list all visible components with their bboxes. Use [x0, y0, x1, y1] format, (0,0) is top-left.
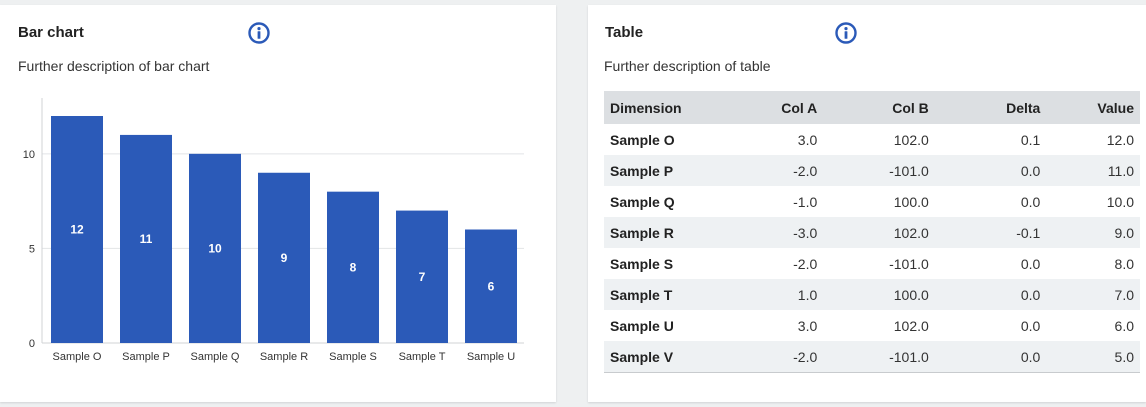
column-header-value[interactable]: Value: [1046, 91, 1140, 124]
bar[interactable]: [465, 229, 517, 344]
cell-col-a: -2.0: [733, 341, 824, 373]
cell-col-a: 1.0: [733, 279, 824, 310]
bar[interactable]: [327, 191, 379, 343]
bar-chart-description: Further description of bar chart: [18, 58, 210, 74]
cell-delta: 0.0: [1020, 193, 1041, 210]
cell-value: 6.0: [1114, 317, 1134, 334]
cell-col-b: 100.0: [823, 279, 935, 310]
cell-value: 8.0: [1114, 255, 1134, 272]
cell-col-a: -1.0: [793, 193, 818, 210]
bar[interactable]: [120, 134, 172, 343]
cell-col-b: 100.0: [893, 193, 929, 210]
table-row: Sample V -2.0 -101.0 0.0 5.0: [604, 341, 1140, 373]
cell-dimension: Sample Q: [610, 193, 675, 210]
cell-col-b: -101.0: [823, 341, 935, 373]
table-row: Sample S -2.0 -101.0 0.0 8.0: [604, 248, 1140, 279]
x-tick-label: Sample U: [467, 351, 515, 363]
cell-col-b: -101.0: [889, 255, 929, 272]
cell-delta: 0.0: [934, 279, 1047, 310]
x-tick-label: Sample Q: [191, 351, 240, 363]
table-title: Table: [605, 24, 644, 41]
table-card: Table Further description of table Dimen…: [588, 5, 1146, 402]
cell-delta: 0.0: [934, 155, 1047, 186]
bar[interactable]: [51, 116, 103, 343]
bar-data-label: 8: [350, 260, 357, 274]
cell-dimension: Sample T: [604, 279, 734, 310]
cell-dimension: Sample P: [604, 155, 734, 186]
column-header-delta[interactable]: Delta: [934, 91, 1047, 124]
x-tick-label: Sample O: [53, 351, 102, 363]
bar-chart-title: Bar chart: [18, 24, 84, 41]
bar-data-label: 7: [419, 270, 426, 284]
bar-data-label: 10: [208, 241, 222, 255]
bar[interactable]: [189, 153, 241, 343]
y-tick-label: 5: [29, 243, 35, 255]
cell-col-b: 102.0: [893, 131, 929, 148]
cell-dimension: Sample O: [610, 131, 675, 148]
cell-dimension: Sample V: [604, 341, 734, 373]
cell-col-b: 102.0: [823, 217, 935, 248]
bar-chart-card: 0 5 10 12 Sample O 11 Sample P 10 Sample Q 9 Sampl…: [0, 5, 556, 402]
cell-delta: 0.0: [1020, 317, 1041, 334]
cell-delta: 0.1: [1020, 131, 1041, 148]
bar[interactable]: [258, 172, 310, 343]
table-header-row: Dimension Col A Col B Delta Value: [604, 91, 1140, 124]
cell-delta: -0.1: [934, 217, 1047, 248]
cell-col-b: -101.0: [823, 155, 935, 186]
cell-value: 5.0: [1046, 341, 1140, 373]
cell-col-a: 3.0: [797, 317, 818, 334]
x-tick-label: Sample P: [122, 351, 170, 363]
bar[interactable]: [396, 210, 448, 343]
cell-col-b: 102.0: [893, 317, 929, 334]
cell-col-a: -2.0: [793, 255, 818, 272]
table-row: Sample P -2.0 -101.0 0.0 11.0: [604, 155, 1140, 186]
cell-col-a: -3.0: [733, 217, 824, 248]
table-row: Sample R -3.0 102.0 -0.1 9.0: [604, 217, 1140, 248]
info-icon[interactable]: [835, 22, 857, 44]
cell-value: 11.0: [1046, 155, 1140, 186]
table-row: Sample Q -1.0 100.0 0.0 10.0: [604, 186, 1140, 217]
cell-value: 10.0: [1106, 193, 1134, 210]
bar-chart: 0 5 10 12 Sample O 11 Sample P 10 Sample Q 9 Sampl…: [23, 98, 524, 363]
cell-dimension: Sample S: [610, 255, 674, 272]
x-tick-label: Sample S: [329, 351, 377, 363]
cell-delta: 0.0: [1020, 255, 1041, 272]
column-header-dimension[interactable]: Dimension: [604, 91, 734, 124]
cell-col-a: -2.0: [733, 155, 824, 186]
x-tick-label: Sample T: [399, 351, 446, 363]
bar-data-label: 6: [488, 279, 495, 293]
bar-data-label: 12: [70, 223, 84, 237]
data-table: Dimension Col A Col B Delta Value Sample…: [604, 91, 1140, 373]
info-icon[interactable]: [248, 22, 270, 44]
table-row: Sample O 3.0 102.0 0.1 12.0: [604, 124, 1140, 155]
cell-value: 12.0: [1106, 131, 1134, 148]
table-row: Sample U 3.0 102.0 0.0 6.0: [604, 310, 1140, 341]
cell-value: 7.0: [1046, 279, 1140, 310]
cell-dimension: Sample U: [610, 317, 674, 334]
column-header-col-b[interactable]: Col B: [823, 91, 935, 124]
cell-col-a: 3.0: [797, 131, 818, 148]
x-tick-label: Sample R: [260, 351, 308, 363]
cell-dimension: Sample R: [604, 217, 734, 248]
bar-data-label: 9: [281, 251, 288, 265]
table-row: Sample T 1.0 100.0 0.0 7.0: [604, 279, 1140, 310]
cell-delta: 0.0: [934, 341, 1047, 373]
y-tick-label: 0: [29, 338, 35, 350]
cell-value: 9.0: [1046, 217, 1140, 248]
table-description: Further description of table: [604, 58, 771, 74]
bar-data-label: 11: [140, 232, 153, 246]
y-tick-label: 10: [23, 149, 35, 161]
column-header-col-a[interactable]: Col A: [733, 91, 824, 124]
